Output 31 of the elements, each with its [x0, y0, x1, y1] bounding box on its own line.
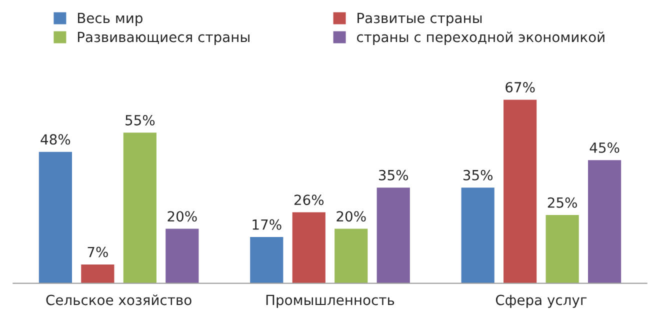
- bar: [502, 99, 538, 284]
- data-label: 45%: [590, 142, 620, 153]
- data-label: 7%: [88, 246, 108, 258]
- bar: [460, 186, 496, 284]
- bar: [164, 228, 200, 284]
- x-tick-label: Промышленность: [266, 294, 394, 308]
- data-label: 25%: [548, 197, 577, 208]
- legend-label: Развивающиеся страны: [78, 32, 250, 45]
- legend-label: Весь мир: [78, 12, 142, 26]
- data-label: 20%: [336, 211, 366, 222]
- bar: [249, 236, 284, 284]
- data-label: 35%: [463, 170, 493, 180]
- legend-label: Развитые страны: [358, 12, 482, 26]
- x-tick-label: Сельское хозяйство: [46, 294, 192, 306]
- data-label: 55%: [126, 114, 155, 126]
- data-label: 26%: [294, 194, 324, 206]
- data-label: 17%: [252, 219, 282, 230]
- x-tick-label: Сфера услуг: [496, 294, 587, 308]
- data-label: 67%: [506, 82, 535, 92]
- bar: [376, 186, 411, 284]
- bar: [587, 159, 622, 284]
- bar: [545, 214, 580, 284]
- bar: [292, 212, 326, 284]
- data-label: 20%: [168, 211, 197, 222]
- data-label: 35%: [378, 170, 408, 180]
- bar: [38, 151, 73, 284]
- legend-label: страны с переходной экономикой: [356, 32, 604, 45]
- data-label: 48%: [40, 134, 70, 145]
- bar: [80, 264, 115, 284]
- bar: [334, 228, 368, 284]
- bar: [122, 132, 158, 284]
